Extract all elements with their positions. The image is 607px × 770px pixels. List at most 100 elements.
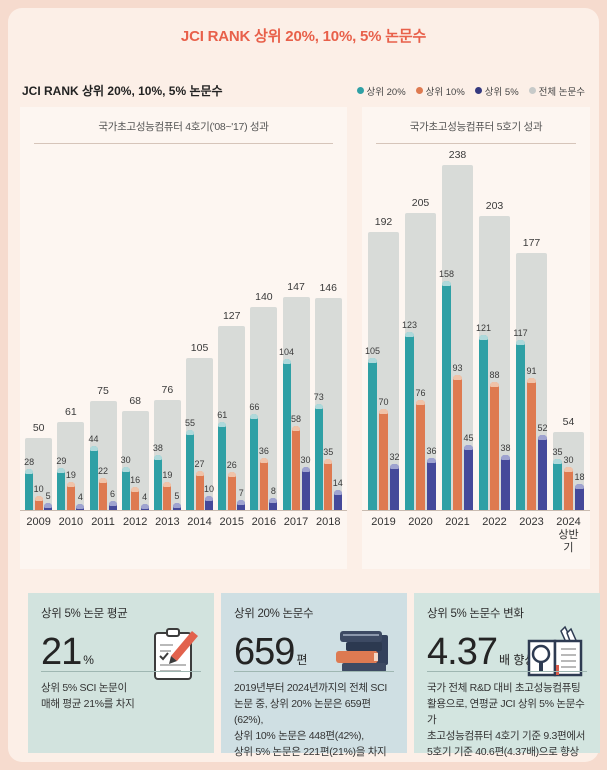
top5-bar [538, 434, 547, 510]
legend-dot [528, 87, 536, 94]
top5-bar [501, 454, 510, 510]
total-value-label: 147 [287, 280, 305, 293]
pill-cap [479, 334, 488, 340]
legend-item: 상위 5% [474, 84, 519, 98]
year-group: 140 66 36 8 2016 [249, 146, 278, 528]
bar-value-label: 14 [332, 477, 343, 488]
books-stack-icon [334, 625, 394, 682]
year-group: 50 28 10 5 2009 [24, 146, 53, 528]
card-title: 상위 20% 논문수 [234, 608, 314, 620]
card-title: 상위 5% 논문수 변화 [427, 608, 524, 620]
chart-area: 국가초고성능컴퓨터 4호기('08~'17) 성과 50 28 10 5 2009 61 2… [8, 107, 599, 569]
top10-bar [564, 466, 573, 510]
year-axis-label: 2016 [251, 516, 277, 528]
top10-bar [66, 482, 75, 510]
bar-value-label: 4 [142, 492, 148, 503]
bar-value-label: 32 [389, 451, 400, 462]
pill-cap [186, 430, 195, 436]
top5-bar [237, 499, 246, 510]
card-value-unit: 편 [296, 653, 308, 667]
bar-value-label: 30 [300, 454, 311, 465]
year-group: 192 105 70 32 2019 [365, 146, 400, 528]
card-body: 상위 5% SCI 논문이 매해 평균 21%를 차지 [41, 682, 135, 710]
pill-cap [237, 499, 246, 505]
total-value-label: 54 [562, 415, 575, 428]
bar-value-label: 123 [401, 319, 418, 330]
total-value-label: 75 [97, 385, 109, 398]
total-value-label: 76 [161, 383, 174, 396]
year-group: 238 158 93 45 2021 [439, 146, 474, 528]
total-value-label: 177 [522, 237, 541, 250]
pill-cap [140, 504, 149, 510]
legend-item: 전체 논문수 [528, 84, 585, 98]
pill-cap [121, 466, 130, 472]
summary-cards: 상위 5% 논문 평균 21 % 상위 5% SCI [28, 593, 600, 758]
total-value-label: 105 [190, 341, 209, 354]
legend-item: 상위 10% [415, 84, 465, 98]
pill-cap [405, 331, 414, 337]
bar-value-label: 8 [270, 486, 276, 497]
pill-cap [269, 498, 278, 504]
top20-bar [186, 430, 195, 510]
bar-value-label: 52 [537, 422, 548, 433]
year-group: 61 29 19 4 2010 [56, 146, 85, 528]
pill-cap [501, 454, 510, 460]
card-value-unit: % [83, 653, 94, 667]
pill-cap [527, 378, 536, 384]
pill-cap [301, 466, 310, 472]
bar-value-label: 44 [88, 434, 99, 445]
bar-value-label: 61 [217, 409, 228, 420]
bar-value-label: 58 [291, 413, 302, 424]
pill-cap [250, 414, 259, 420]
pill-cap [538, 434, 547, 440]
bar-value-label: 30 [120, 454, 131, 465]
card-value-number: 4.37 [427, 631, 498, 673]
card-divider [41, 671, 201, 672]
top20-bar [121, 466, 130, 510]
top10-bar [527, 378, 536, 510]
year-axis-label: 2018 [315, 516, 341, 528]
section-underline [376, 143, 576, 144]
year-axis-label: 2021 [445, 516, 470, 528]
total-value-label: 238 [448, 148, 467, 161]
card-value: 4.37 배 향상 [427, 633, 587, 671]
book-magnifier-icon [525, 625, 587, 688]
top20-bar [25, 469, 34, 510]
card-divider [234, 671, 394, 672]
pill-cap [153, 454, 162, 460]
top20-bar [153, 454, 162, 510]
total-value-label: 192 [374, 215, 393, 228]
year-group: 105 55 27 10 2014 [185, 146, 214, 528]
top5-bar [108, 501, 117, 510]
bar-value-label: 10 [204, 483, 215, 494]
bar-value-label: 19 [162, 470, 173, 481]
top5-bar [301, 466, 310, 510]
card-top20-count: 상위 20% 논문수 659 편 2019년부터 2024년까지의 전체 SCI… [221, 593, 407, 758]
top10-bar [34, 495, 43, 510]
top10-bar [99, 478, 108, 510]
bar-value-label: 36 [258, 445, 269, 456]
year-axis-label: 2013 [155, 516, 180, 528]
top5-bar [464, 444, 473, 510]
bar-plot-section-4: 50 28 10 5 2009 61 29 19 4 2010 75 44 22 6 2011 68 30 16 4… [20, 146, 347, 528]
bar-value-label: 121 [475, 322, 492, 333]
top5-bar [140, 504, 149, 510]
top10-bar [490, 382, 499, 510]
card-top5-average: 상위 5% 논문 평균 21 % 상위 5% SCI [28, 593, 214, 753]
pill-cap [292, 425, 301, 431]
bar-value-label: 93 [452, 363, 463, 374]
pill-cap [516, 340, 525, 346]
bar-value-label: 19 [65, 470, 76, 481]
top10-bar [195, 470, 204, 510]
section-supercomputer-4: 국가초고성능컴퓨터 4호기('08~'17) 성과 50 28 10 5 2009 61 2… [20, 107, 347, 569]
year-axis-label: 2024 상반기 [556, 516, 581, 555]
legend-label: 상위 20% [366, 86, 406, 98]
bar-value-label: 4 [77, 492, 83, 503]
top5-bar [333, 489, 342, 510]
pill-cap [442, 280, 451, 286]
card-value-number: 21 [41, 631, 82, 673]
bar-value-label: 105 [364, 345, 381, 356]
top20-bar [442, 280, 451, 510]
top5-bar [76, 504, 85, 510]
pill-cap [282, 359, 291, 365]
